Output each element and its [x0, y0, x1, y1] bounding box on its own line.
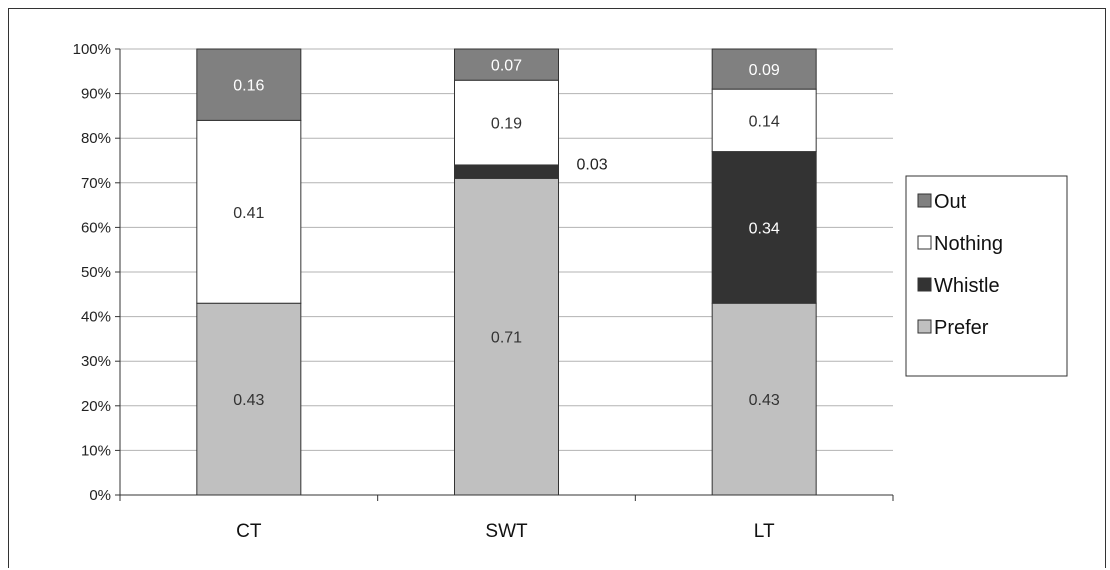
- y-tick-label: 60%: [81, 219, 111, 236]
- axes: 0% 10% 20% 30% 40% 50% 60% 70% 80% 90% 100% CT SWT LT: [73, 41, 894, 542]
- x-category-label: SWT: [485, 521, 528, 542]
- data-label: 0.09: [749, 62, 780, 79]
- bar-segment-out-swt: [454, 48, 559, 81]
- bar-segment-prefer-swt: [454, 177, 559, 496]
- bar-segment-whistle-swt: [454, 164, 559, 179]
- y-tick-label: 40%: [81, 309, 111, 326]
- data-label: 0.71: [491, 330, 522, 347]
- bar-segment-whistle-lt: [711, 151, 817, 304]
- y-tick-label: 10%: [81, 442, 111, 459]
- legend-swatch-whistle: [917, 277, 932, 292]
- x-category-label: LT: [754, 521, 775, 542]
- bar-segment-prefer-lt: [711, 302, 817, 496]
- y-tick-label: 30%: [81, 353, 111, 370]
- y-tick-label: 70%: [81, 175, 111, 192]
- y-tick-label: 80%: [81, 130, 111, 147]
- x-category-label: CT: [236, 521, 262, 542]
- data-label: 0.19: [491, 116, 522, 133]
- legend-label-out: Out: [934, 191, 967, 213]
- y-tick-label: 20%: [81, 398, 111, 415]
- bar-segment-nothing-lt: [711, 88, 817, 153]
- data-label: 0.41: [233, 205, 264, 222]
- bar-segment-out-lt: [711, 48, 817, 90]
- y-tick-label: 50%: [81, 264, 111, 281]
- bars: [196, 48, 817, 496]
- data-label: 0.14: [749, 113, 780, 130]
- legend-label-prefer: Prefer: [934, 317, 989, 339]
- legend-label-nothing: Nothing: [934, 233, 1003, 255]
- bar-segment-out-ct: [196, 48, 302, 121]
- y-tick-label: 90%: [81, 86, 111, 103]
- bar-segment-nothing-ct: [196, 119, 302, 304]
- y-tick-label: 0%: [89, 487, 111, 504]
- data-labels: 0.43 0.41 0.16 0.71 0.03 0.19 0.07 0.43 0.34 0.14…: [233, 58, 780, 409]
- legend-label-whistle: Whistle: [934, 275, 1000, 297]
- bar-segment-nothing-swt: [454, 79, 559, 166]
- legend-swatch-nothing: [917, 235, 932, 250]
- chart-frame: [8, 8, 1106, 568]
- data-label: 0.16: [233, 78, 264, 95]
- y-tick-label: 100%: [73, 41, 111, 58]
- bar-segment-prefer-ct: [196, 302, 302, 496]
- data-label: 0.43: [749, 392, 780, 409]
- legend-box: [905, 175, 1068, 377]
- data-label: 0.43: [233, 392, 264, 409]
- data-label: 0.07: [491, 58, 522, 75]
- legend-swatch-out: [917, 193, 932, 208]
- legend-swatch-prefer: [917, 319, 932, 334]
- legend: Out Nothing Whistle Prefer: [905, 175, 1068, 377]
- data-label: 0.03: [577, 157, 608, 174]
- data-label: 0.34: [749, 220, 780, 237]
